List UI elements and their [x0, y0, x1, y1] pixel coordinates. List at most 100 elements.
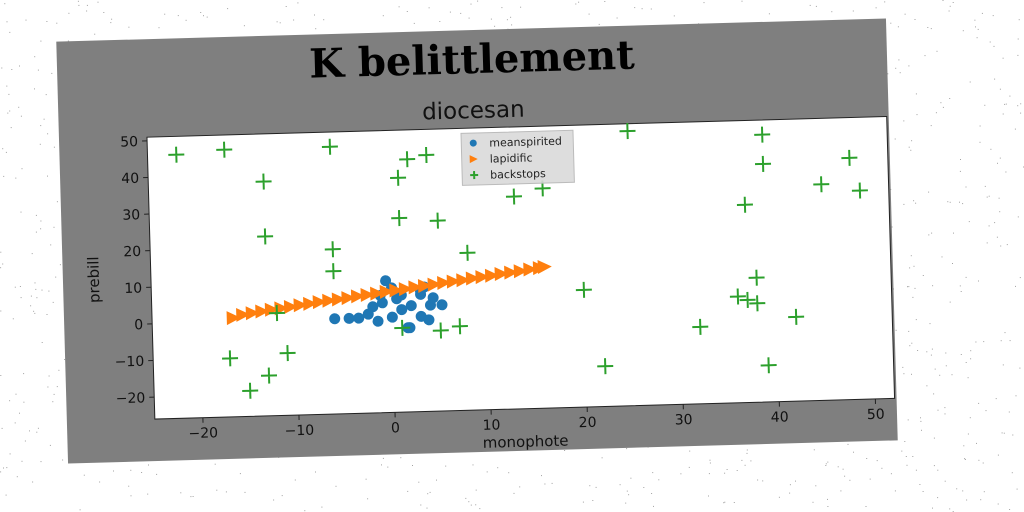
legend-marker	[469, 155, 478, 164]
x-axis-label: monophote	[482, 432, 568, 452]
lapidific-point	[437, 275, 452, 290]
y-tick-label: 10	[124, 281, 142, 297]
lapidific-point	[484, 268, 500, 283]
backstops-point	[505, 188, 522, 205]
backstops-point	[260, 367, 278, 384]
y-tick-label: 20	[123, 244, 141, 260]
meanspirited-point	[423, 314, 435, 326]
x-tick-label: 10	[482, 417, 500, 433]
meanspirited-point	[329, 313, 341, 325]
backstops-point	[257, 228, 274, 245]
backstops-point	[325, 263, 342, 280]
backstops-point	[222, 350, 239, 367]
backstops-point	[813, 176, 830, 193]
lapidific-point	[446, 274, 461, 289]
backstops-point	[749, 295, 766, 312]
backstops-point	[619, 123, 636, 140]
x-axis-ticks: −20 −10 0 10 20 30 40 50	[188, 398, 885, 442]
legend-box	[460, 129, 575, 186]
lapidific-point	[236, 307, 251, 322]
backstops-point	[748, 269, 765, 286]
lapidific-point	[274, 301, 289, 316]
backstops-point	[432, 322, 449, 339]
lapidific-point	[341, 291, 356, 306]
backstops-point	[841, 149, 858, 166]
backstops-point	[788, 308, 805, 325]
legend-label: lapidific	[490, 151, 533, 165]
lapidific-point	[350, 289, 366, 304]
x-tick-label: 20	[578, 415, 596, 431]
backstops-point	[739, 291, 756, 308]
meanspirited-point	[405, 300, 417, 312]
lapidific-point	[456, 273, 471, 288]
meanspirited-point	[367, 301, 379, 313]
backstops-point	[575, 281, 592, 298]
backstops-point	[255, 173, 272, 190]
lapidific-point	[427, 277, 442, 292]
scatter-plot: −20 −10 0 10 20 30 40 50 −20 −10 0 10 20 30 40 50 mono…	[84, 115, 896, 452]
backstops-point	[279, 345, 296, 362]
chart-card: K belittlement diocesan −20 −10 0 10 20 30 40 5…	[56, 18, 898, 464]
lapidific-point	[465, 271, 480, 286]
backstops-point	[394, 319, 411, 336]
backstops-point	[418, 146, 435, 164]
y-tick-label: −20	[116, 390, 146, 407]
meanspirited-point	[343, 312, 355, 324]
backstops-point	[760, 357, 777, 374]
x-tick-label: −10	[284, 423, 314, 440]
lapidific-point	[226, 311, 241, 326]
legend-marker	[470, 171, 479, 180]
x-tick-label: 30	[675, 412, 693, 428]
backstops-point	[597, 358, 614, 375]
backstops-point	[729, 288, 746, 305]
x-tick-label: 50	[867, 407, 885, 423]
series-lapidific	[226, 259, 552, 326]
y-tick-label: −10	[114, 354, 144, 371]
backstops-point	[391, 210, 408, 227]
y-axis-label: prebill	[84, 256, 103, 303]
backstops-point	[268, 305, 285, 322]
lapidific-point	[417, 279, 433, 294]
lapidific-point	[398, 282, 413, 297]
meanspirited-point	[396, 304, 408, 316]
meanspirited-point	[436, 299, 448, 311]
backstops-point	[459, 244, 476, 261]
backstops-point	[399, 151, 416, 168]
lapidific-point	[255, 304, 270, 319]
backstops-point	[242, 382, 259, 399]
lapidific-point	[293, 298, 308, 313]
backstops-point	[324, 241, 341, 258]
series-backstops	[168, 123, 868, 399]
lapidific-point	[370, 286, 385, 301]
meanspirited-point	[386, 311, 398, 323]
backstops-point	[736, 196, 753, 213]
backstops-point	[451, 318, 468, 335]
y-tick-label: 30	[122, 207, 140, 223]
x-tick-label: 0	[391, 420, 400, 436]
legend-label: meanspirited	[489, 135, 562, 150]
backstops-point	[168, 146, 185, 163]
x-tick-label: −20	[188, 425, 218, 442]
lapidific-point	[312, 295, 327, 310]
x-tick-label: 40	[771, 409, 789, 425]
y-tick-label: 50	[120, 134, 138, 150]
backstops-point	[216, 141, 233, 158]
lapidific-point	[283, 300, 299, 315]
lapidific-point	[408, 280, 423, 295]
lapidific-point	[264, 302, 279, 317]
lapidific-point	[245, 306, 260, 321]
meanspirited-point	[427, 292, 439, 304]
meanspirited-point	[372, 315, 384, 327]
lapidific-point	[537, 259, 552, 274]
legend-label: backstops	[490, 167, 546, 182]
chart-marks	[168, 123, 868, 399]
lapidific-point	[504, 265, 519, 280]
backstops-point	[429, 212, 446, 229]
lapidific-point	[389, 283, 404, 298]
backstops-point	[321, 138, 338, 155]
legend-marker	[469, 139, 477, 147]
backstops-point	[851, 182, 868, 199]
backstops-point	[754, 155, 772, 172]
lapidific-point	[513, 264, 528, 279]
